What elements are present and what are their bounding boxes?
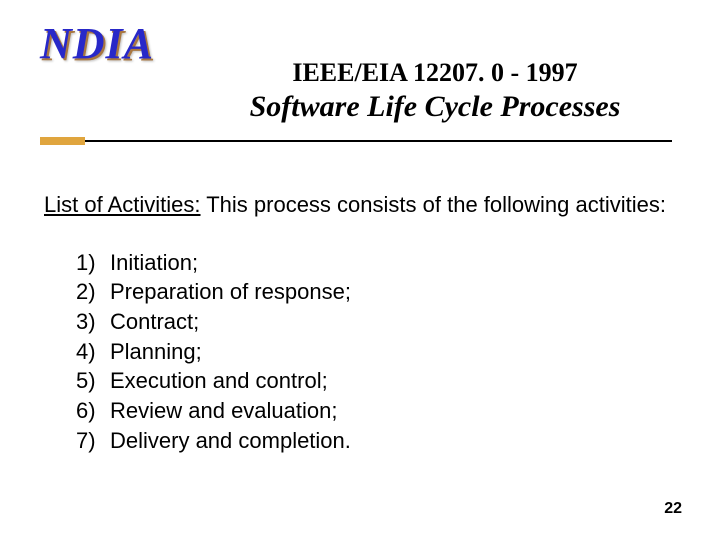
- title-block: IEEE/EIA 12207. 0 - 1997 Software Life C…: [200, 58, 670, 124]
- list-text: Delivery and completion.: [110, 426, 351, 456]
- activities-list: 1)Initiation; 2)Preparation of response;…: [44, 248, 676, 456]
- list-text: Preparation of response;: [110, 277, 351, 307]
- list-number: 1): [76, 248, 110, 278]
- list-text: Review and evaluation;: [110, 396, 337, 426]
- intro-lead: List of Activities:: [44, 192, 201, 217]
- list-number: 2): [76, 277, 110, 307]
- list-text: Initiation;: [110, 248, 198, 278]
- list-text: Planning;: [110, 337, 202, 367]
- rule-main: [40, 140, 672, 142]
- title-line-1: IEEE/EIA 12207. 0 - 1997: [200, 58, 670, 88]
- horizontal-rule: [40, 140, 672, 142]
- list-item: 4)Planning;: [76, 337, 676, 367]
- body-content: List of Activities: This process consist…: [44, 190, 676, 456]
- list-number: 5): [76, 366, 110, 396]
- list-number: 3): [76, 307, 110, 337]
- page-number: 22: [664, 500, 682, 518]
- list-text: Contract;: [110, 307, 199, 337]
- list-item: 6)Review and evaluation;: [76, 396, 676, 426]
- list-number: 4): [76, 337, 110, 367]
- list-item: 2)Preparation of response;: [76, 277, 676, 307]
- list-item: 1)Initiation;: [76, 248, 676, 278]
- slide: NDIA IEEE/EIA 12207. 0 - 1997 Software L…: [0, 0, 720, 540]
- title-line-2: Software Life Cycle Processes: [200, 90, 670, 124]
- list-number: 7): [76, 426, 110, 456]
- list-number: 6): [76, 396, 110, 426]
- list-item: 5)Execution and control;: [76, 366, 676, 396]
- intro-paragraph: List of Activities: This process consist…: [44, 190, 676, 220]
- list-item: 3)Contract;: [76, 307, 676, 337]
- ndia-logo: NDIA: [40, 18, 154, 69]
- rule-accent: [40, 137, 85, 145]
- intro-rest: This process consists of the following a…: [201, 192, 666, 217]
- list-item: 7)Delivery and completion.: [76, 426, 676, 456]
- list-text: Execution and control;: [110, 366, 328, 396]
